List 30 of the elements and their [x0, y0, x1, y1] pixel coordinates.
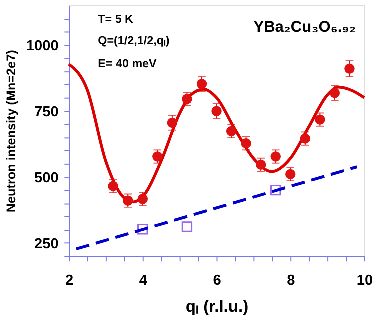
point	[167, 118, 178, 128]
point	[270, 152, 281, 162]
point	[256, 160, 266, 170]
x-axis-title: qₗ (r.l.u.)	[186, 297, 249, 316]
point	[182, 222, 193, 232]
point	[138, 224, 148, 235]
point	[123, 196, 134, 206]
point	[330, 88, 340, 98]
annotation: E= 40 meV	[98, 58, 158, 71]
x-tick-label: 4	[139, 272, 148, 289]
annotation: YBa₂Cu₃O₆.₉₂	[254, 18, 356, 36]
point	[196, 79, 208, 90]
annotation: T= 5 K	[98, 13, 134, 26]
x-tick-label: 6	[213, 272, 222, 289]
y-tick-label: 500	[34, 170, 59, 186]
annotation: Q=(1/2,1/2,qₗ)	[98, 34, 170, 48]
y-axis-title: Neutron intensity (Mn=2e7)	[4, 50, 19, 213]
point	[226, 126, 237, 137]
point	[182, 94, 192, 104]
point	[270, 184, 282, 196]
point	[315, 114, 326, 125]
x-tick-label: 10	[356, 272, 374, 289]
y-tick-label: 1000	[26, 38, 59, 54]
point	[152, 152, 163, 162]
point	[344, 64, 355, 74]
x-tick-label: 8	[287, 272, 296, 289]
point	[212, 106, 222, 116]
y-tick-label: 750	[34, 104, 59, 120]
x-tick-label: 2	[65, 272, 74, 289]
y-tick-label: 250	[34, 236, 59, 252]
